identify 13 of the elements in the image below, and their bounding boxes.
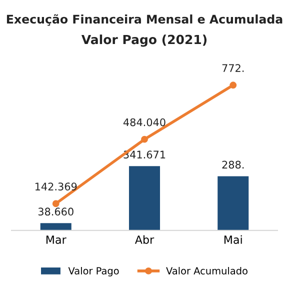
- data-label: 38.660: [38, 208, 74, 216]
- x-tick-label: Mar: [46, 236, 66, 244]
- legend-label: Valor Acumulado: [166, 266, 248, 274]
- chart-subtitle: Valor Pago (2021): [81, 34, 207, 47]
- x-tick-label: Mai: [224, 235, 242, 244]
- chart-title: Execução Financeira Mensal e Acumulada: [6, 14, 282, 26]
- data-label: 772.: [222, 64, 244, 72]
- data-label: 484.040: [123, 118, 166, 126]
- data-label: 288.: [222, 160, 244, 169]
- x-tick-label: Abr: [134, 235, 154, 244]
- legend-label: Valor Pago: [68, 266, 119, 276]
- data-label: 142.369: [35, 182, 77, 190]
- data-label: 341.671: [124, 150, 166, 159]
